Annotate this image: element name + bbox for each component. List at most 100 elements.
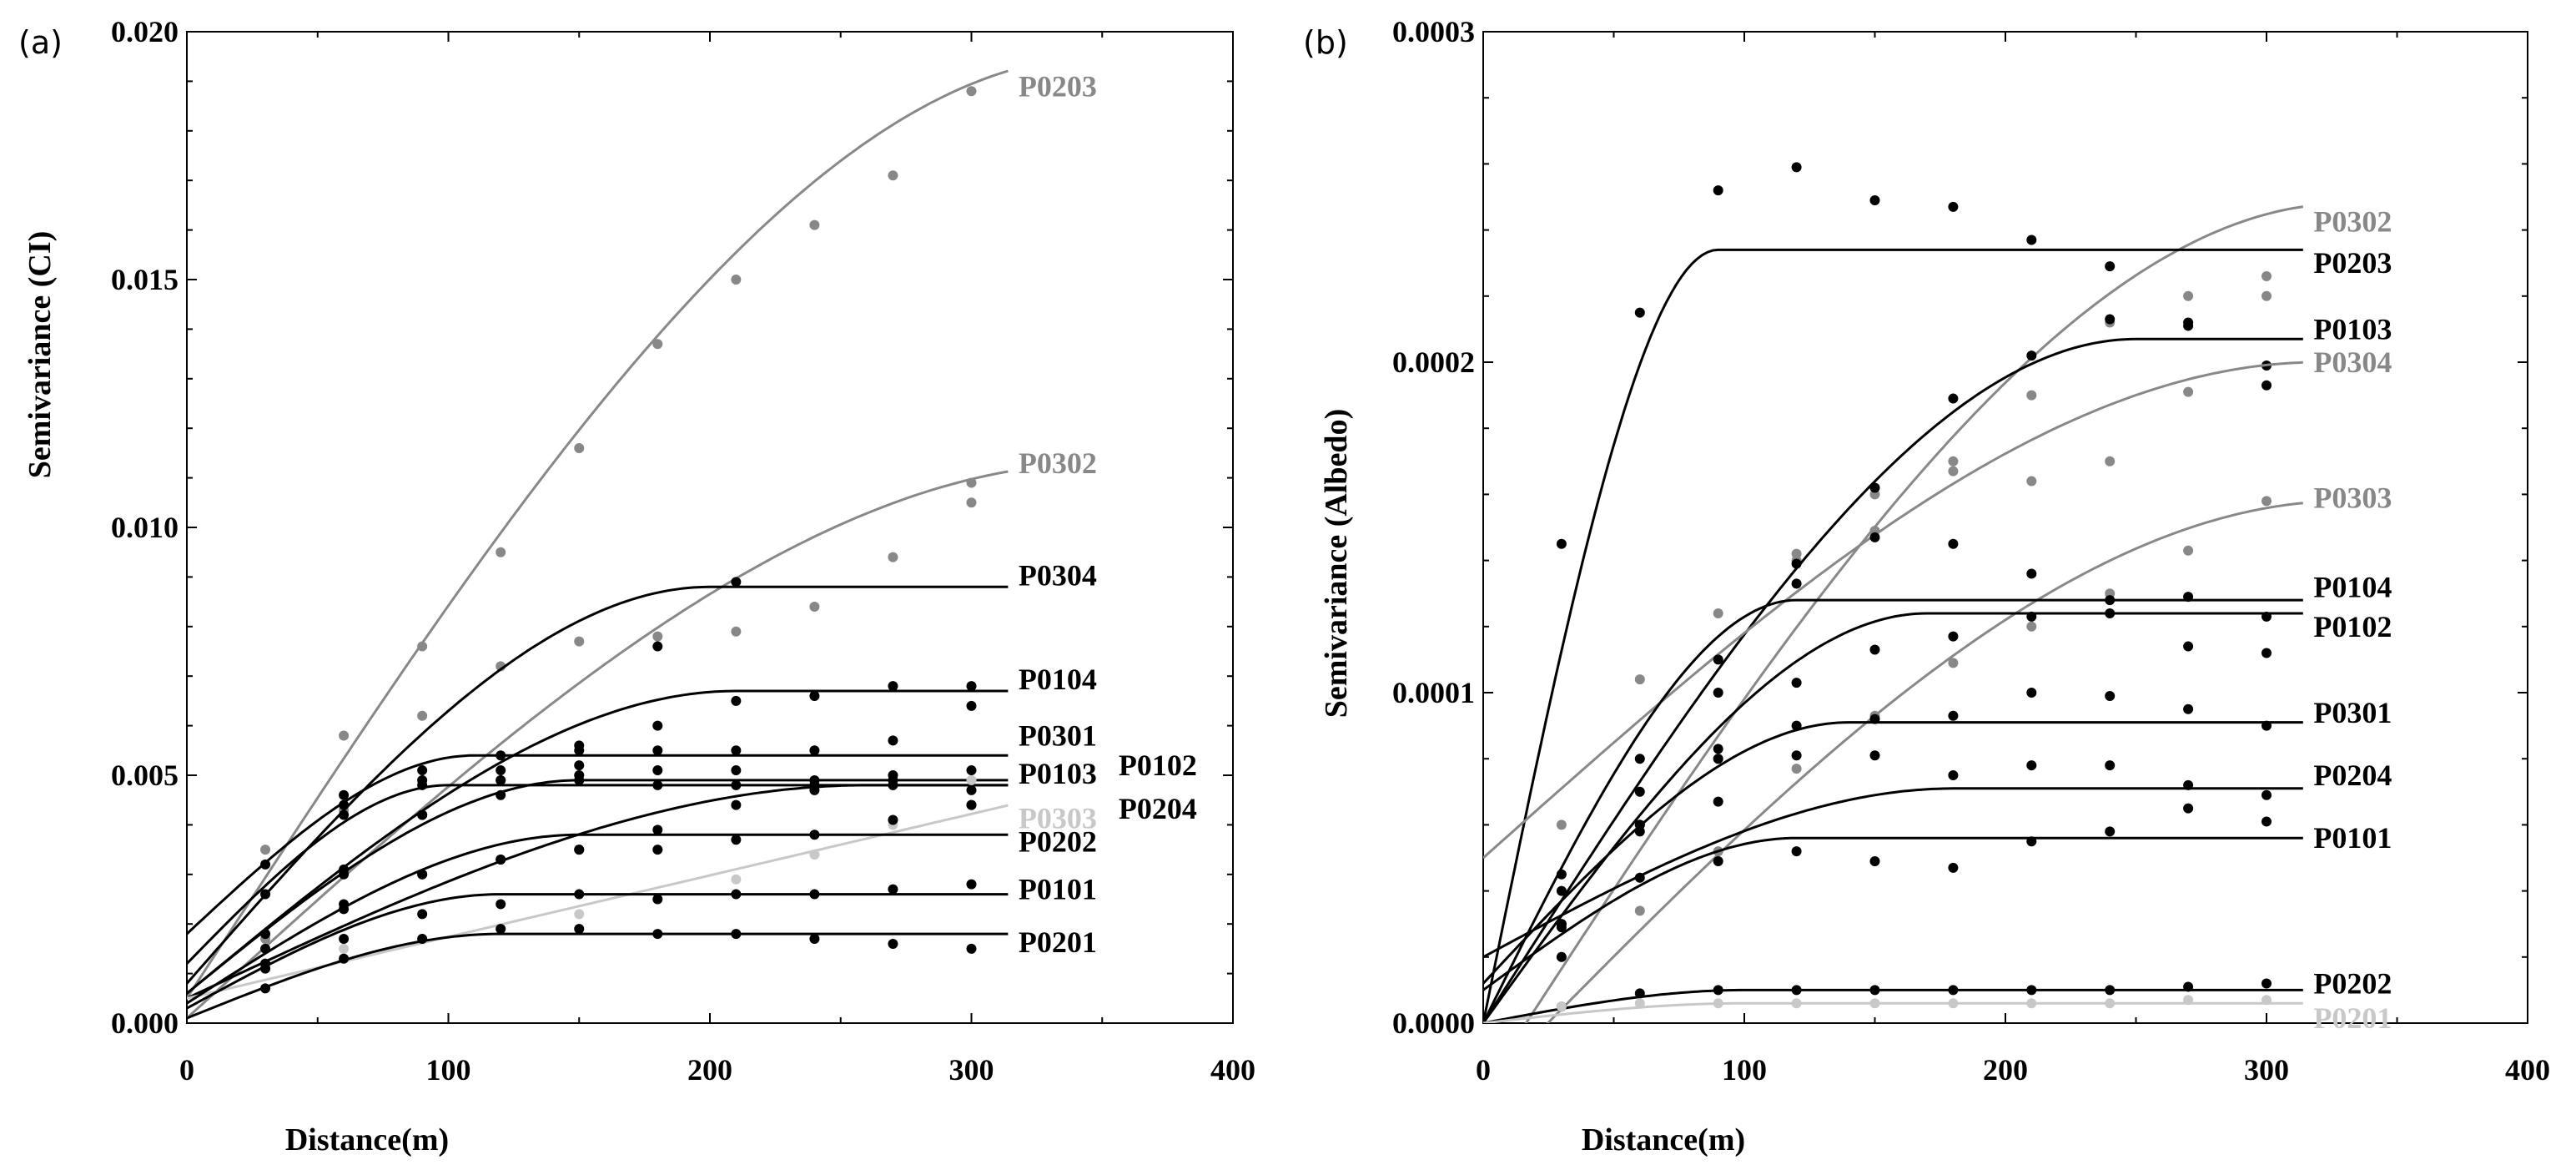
panel-a-p0204-label: P0204 [1119, 792, 1197, 825]
panel-a-p0202-point [809, 830, 820, 840]
panel-a-p0103-label: P0103 [1019, 757, 1097, 790]
panel-b-p0304-point [1713, 608, 1723, 618]
panel-a-p0101-point [260, 963, 271, 974]
panel-b-p0203-point [1634, 307, 1645, 318]
panel-a-p0303-label: P0303 [1019, 802, 1097, 835]
panel-b-p0202-point [2183, 981, 2194, 992]
panel-b-p0303-point [1791, 764, 1802, 774]
panel-a-p0202-point [574, 845, 585, 855]
panel-a-p0201-point [417, 934, 428, 945]
panel-b-p0102-model-line [1483, 612, 2303, 1023]
panel-a-y-axis-title: Semivariance (CI) [23, 231, 58, 479]
panel-b-y-tick-label: 0.0001 [1392, 676, 1475, 709]
panel-a-p0104-point [574, 760, 585, 771]
panel-b-p0203-point [1791, 162, 1802, 173]
panel-a-label: (a) [18, 24, 63, 61]
panel-a-p0302-point [888, 552, 898, 562]
panel-b-p0303-point [1948, 658, 1959, 668]
panel-a-p0203-point [731, 275, 742, 285]
panel-b-x-tick-label: 0 [1476, 1053, 1491, 1087]
panel-b-p0204-model-line [1483, 787, 2303, 959]
panel-b-series-p0302: P0302 [1524, 205, 2392, 1023]
panel-a-p0203-point [417, 641, 428, 652]
panel-a-p0101-point [496, 899, 506, 910]
panel-b-p0303-model-line [1546, 502, 2303, 1023]
panel-a-p0102-point [966, 784, 977, 795]
panel-a-p0201-point [888, 938, 898, 949]
panel-b-x-tick-label: 100 [1722, 1053, 1767, 1087]
panel-b-series-p0202: P0202 [1483, 966, 2392, 1023]
panel-a-p0104-point [966, 700, 977, 711]
panel-a-p0101-point [966, 879, 977, 890]
panel-b-p0202-point [2262, 978, 2272, 989]
panel-b-p0301-point [1948, 710, 1959, 721]
panel-b-p0201-point [1556, 1001, 1567, 1012]
panel-b-p0203-point [2105, 261, 2116, 272]
panel-a-p0302-label: P0302 [1019, 446, 1097, 480]
panel-a-p0104-label: P0104 [1019, 663, 1097, 696]
panel-b-p0303-point [2183, 545, 2194, 556]
panel-a-p0101-point [339, 934, 350, 945]
panel-b-p0203-point [1556, 538, 1567, 549]
panel-a-p0203-point [966, 86, 977, 97]
panel-a-y-tick-label: 0.000 [111, 1006, 179, 1040]
panel-b-p0201-label: P0201 [2313, 1001, 2392, 1035]
panel-a-p0101-point [731, 889, 742, 900]
panel-a-p0302-model-line [187, 470, 1009, 1020]
panel-b-p0103-point [2262, 380, 2272, 391]
panel-b-p0204-point [1713, 796, 1723, 807]
panel-a-p0103-point [417, 779, 428, 790]
panel-a-series-p0203: P0203 [187, 69, 1097, 1000]
panel-b-p0302-point [2183, 290, 2194, 301]
panel-a-p0304-point [652, 641, 663, 652]
panel-b-p0301-model-line [1483, 721, 2303, 985]
panel-a-p0302-point [417, 710, 428, 721]
panel-b-p0104-point [1948, 538, 1959, 549]
panel-a-p0204-point [731, 799, 742, 810]
panel-b-p0103-label: P0103 [2313, 312, 2392, 345]
panel-b-p0204-point [2183, 779, 2194, 790]
panel-b-p0101-point [2183, 803, 2194, 814]
panel-b-p0102-point [1556, 951, 1567, 962]
panel-b-p0204-point [1791, 750, 1802, 761]
panel-b-p0201-point [1869, 998, 1880, 1009]
panel-a-p0202-point [496, 854, 506, 865]
panel-b-p0201-point [1634, 998, 1645, 1009]
panel-a-p0302-point [966, 477, 977, 488]
panel-b-p0301-point [1869, 714, 1880, 724]
panel-a-p0304-point [731, 577, 742, 588]
panel-b-y-tick-label: 0.0003 [1392, 15, 1475, 48]
panel-a-p0303-point [809, 850, 820, 860]
panel-a-p0304-model-line [187, 585, 1009, 985]
panel-b-label: (b) [1303, 24, 1348, 61]
panel-b-p0103-point [1556, 885, 1567, 896]
panel-a-x-tick-label: 200 [687, 1053, 732, 1087]
panel-a-p0203-point [888, 170, 898, 181]
panel-a-p0303-point [731, 874, 742, 885]
panel-b-p0102-point [2183, 641, 2194, 652]
panel-b-p0204-point [1634, 819, 1645, 830]
panel-b-p0101-point [1713, 855, 1723, 866]
panel-a-p0102-point [339, 864, 350, 875]
panel-a-p0302-point [809, 602, 820, 613]
panel-b-series-p0102: P0102 [1483, 608, 2392, 1023]
panel-a-p0102-label: P0102 [1119, 749, 1197, 782]
panel-b-p0101-label: P0101 [2313, 821, 2392, 855]
panel-b-p0204-point [2105, 760, 2116, 771]
panel-b-p0201-point [1713, 998, 1723, 1009]
panel-a-p0201-label: P0201 [1019, 925, 1097, 959]
panel-b-p0303-point [2262, 496, 2272, 507]
panel-a-y-tick-label: 0.010 [111, 511, 179, 544]
panel-b-p0103-point [2183, 317, 2194, 328]
panel-a-p0304-point [339, 789, 350, 800]
panel-a-p0201-point [496, 924, 506, 935]
panel-a-p0101-label: P0101 [1019, 873, 1097, 906]
panel-b-p0101-point [1556, 922, 1567, 933]
panel-b-series-p0303: P0303 [1546, 481, 2392, 1023]
panel-b-p0304-point [2026, 476, 2037, 487]
panel-b-p0101-point [2262, 816, 2272, 827]
panel-a-series-p0202: P0202 [187, 799, 1097, 1005]
panel-b-p0102-point [1791, 678, 1802, 688]
panel-b-p0102-point [1948, 631, 1959, 642]
